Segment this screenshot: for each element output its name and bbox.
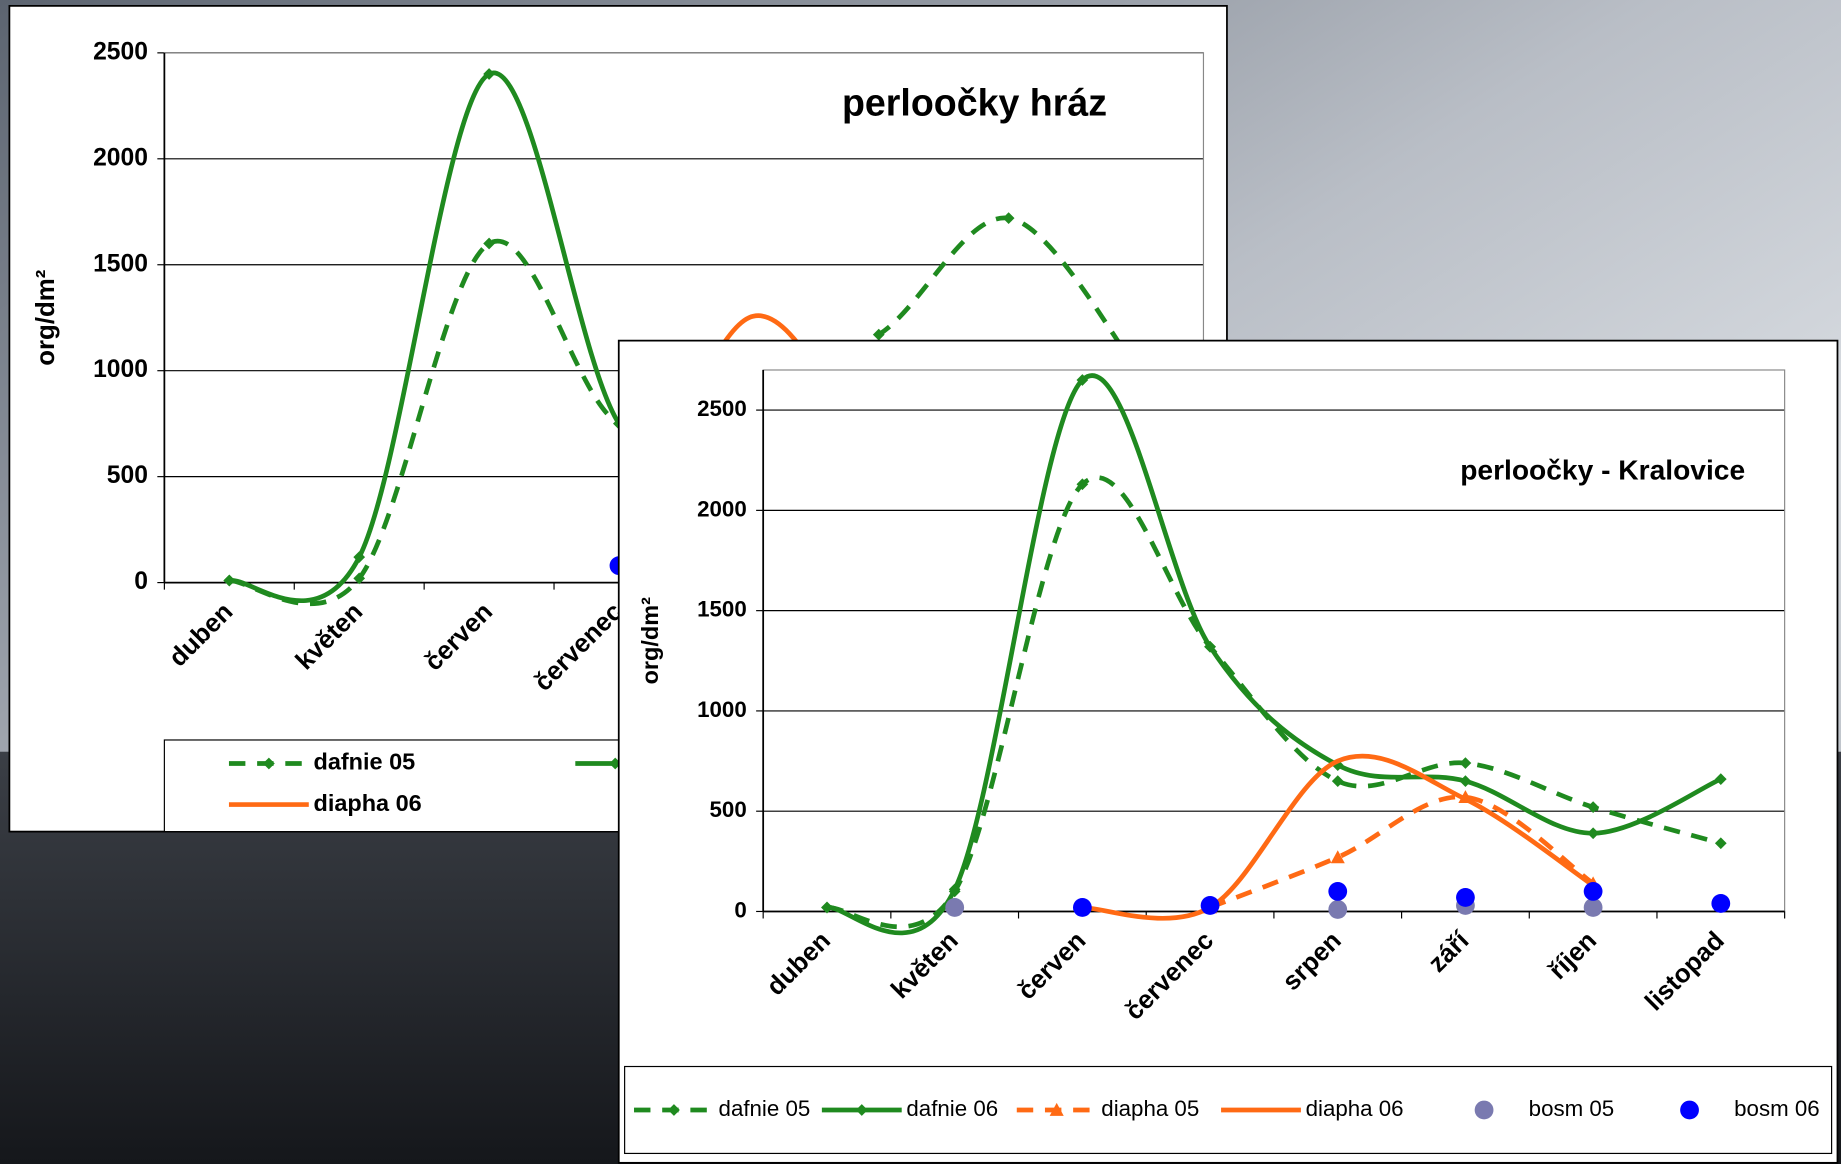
marker	[1456, 888, 1475, 907]
marker	[1680, 1101, 1699, 1120]
marker	[1711, 894, 1730, 913]
y-tick-label: 2500	[697, 396, 747, 421]
y-tick-label: 1000	[697, 697, 747, 722]
y-axis-label: org/dm²	[637, 597, 663, 685]
legend-label: dafnie 05	[719, 1096, 811, 1121]
marker	[1475, 1101, 1494, 1120]
legend-label: diapha 06	[313, 790, 421, 816]
y-tick-label: 2000	[93, 144, 148, 171]
y-tick-label: 1500	[697, 597, 747, 622]
y-tick-label: 0	[734, 897, 746, 922]
chart-title: perloočky hráz	[842, 82, 1107, 124]
marker	[1201, 896, 1220, 915]
legend-label: dafnie 06	[906, 1096, 998, 1121]
y-tick-label: 500	[107, 462, 148, 489]
legend-label: diapha 06	[1306, 1096, 1404, 1121]
legend-label: bosm 05	[1529, 1096, 1615, 1121]
legend-label: diapha 05	[1101, 1096, 1199, 1121]
y-tick-label: 1000	[93, 356, 148, 383]
slide-canvas: 05001000150020002500dubenkvětenčervenčer…	[0, 0, 1841, 1164]
marker	[945, 898, 964, 917]
marker	[1584, 882, 1603, 901]
y-tick-label: 500	[710, 797, 747, 822]
legend-label: dafnie 05	[313, 749, 415, 775]
chart-title: perloočky - Kralovice	[1460, 454, 1745, 486]
marker	[1073, 898, 1092, 917]
legend-label: bosm 06	[1734, 1096, 1820, 1121]
y-tick-label: 2500	[93, 38, 148, 65]
y-tick-label: 1500	[93, 250, 148, 277]
y-axis-label: org/dm²	[32, 269, 60, 366]
marker	[1328, 882, 1347, 901]
slide: 05001000150020002500dubenkvětenčervenčer…	[0, 0, 1841, 1164]
marker	[1584, 898, 1603, 917]
marker	[1328, 900, 1347, 919]
y-tick-label: 2000	[697, 496, 747, 521]
y-tick-label: 0	[134, 568, 148, 595]
